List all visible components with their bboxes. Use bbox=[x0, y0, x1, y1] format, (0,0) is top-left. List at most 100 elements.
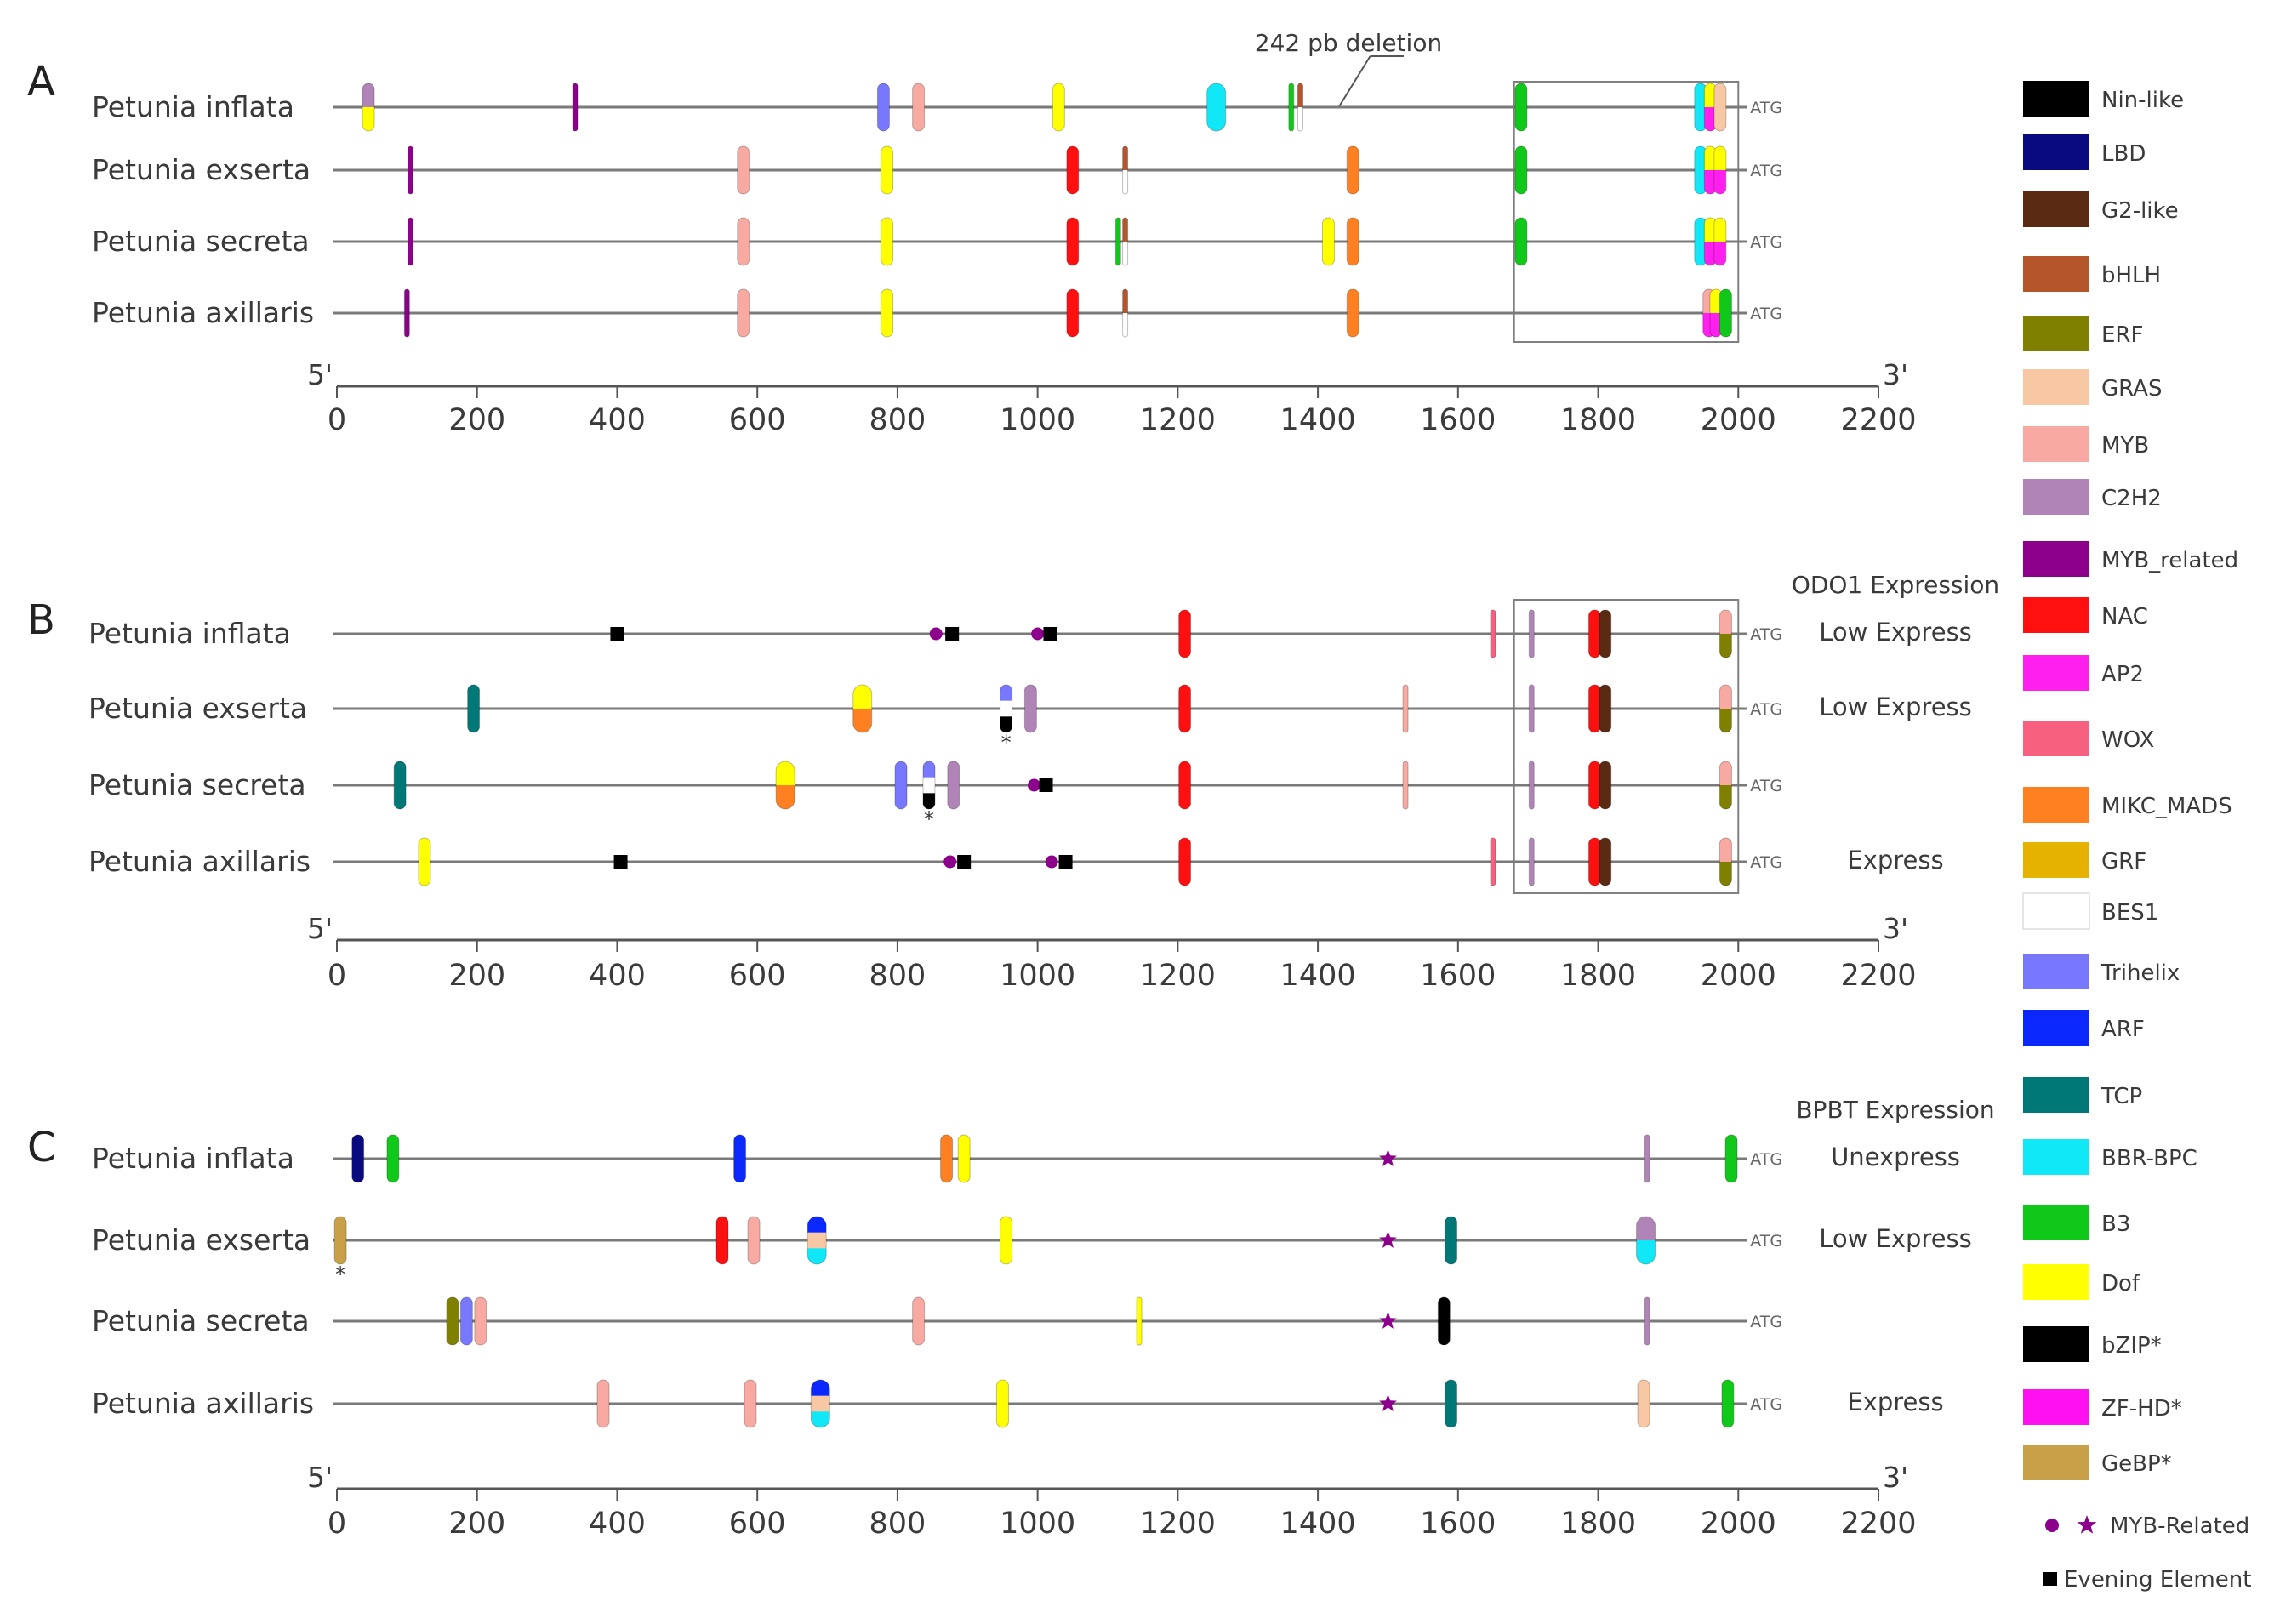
legend-label: GeBP* bbox=[2101, 1451, 2172, 1477]
site-outline bbox=[1719, 288, 1732, 338]
axis-tick-label: 400 bbox=[589, 403, 646, 437]
expression-title: ODO1 Expression bbox=[1792, 571, 1999, 599]
tfbs-myb-mark bbox=[912, 1297, 925, 1345]
tfbs-c2h2-mark bbox=[1644, 1297, 1650, 1345]
site-outline bbox=[333, 1216, 347, 1265]
site-outline bbox=[1402, 761, 1409, 810]
site-outline bbox=[1514, 83, 1528, 132]
tfbs-bes1-mark bbox=[1297, 107, 1303, 131]
axis-tick-label: 200 bbox=[448, 1507, 505, 1541]
track-name: Petunia exserta bbox=[88, 692, 307, 725]
legend-swatch bbox=[2023, 541, 2089, 577]
legend-item: Nin-like bbox=[2023, 81, 2184, 117]
track-name: Petunia secreta bbox=[92, 1304, 310, 1337]
tfbs-tcp-mark bbox=[467, 685, 480, 732]
axis-tick-label: 1000 bbox=[1000, 403, 1075, 437]
site-outline bbox=[737, 217, 750, 266]
track-name: Petunia inflata bbox=[92, 1142, 294, 1175]
track-name: Petunia exserta bbox=[92, 1223, 311, 1256]
tfbs-bbr-bpc-mark bbox=[811, 1411, 830, 1427]
panel-c: C BPBT Expression Petunia inflata ATG Unexpr… bbox=[27, 1096, 1995, 1541]
tfbs-mikc_mads-mark bbox=[1347, 289, 1359, 337]
legend-label: GRAS bbox=[2101, 376, 2162, 402]
legend-swatch bbox=[2023, 721, 2089, 756]
axis-tick-label: 2200 bbox=[1840, 1507, 1916, 1541]
site-outline bbox=[1637, 1379, 1650, 1428]
five-prime-label: 5' bbox=[307, 912, 333, 945]
tfbs-bbr-bpc-mark bbox=[1206, 83, 1226, 131]
three-prime-label: 3' bbox=[1883, 358, 1908, 391]
axis-tick-label: 1200 bbox=[1140, 403, 1216, 437]
site-outline bbox=[1000, 1216, 1013, 1265]
tfbs-c2h2-mark bbox=[947, 761, 960, 809]
tfbs-c2h2-mark bbox=[362, 83, 375, 108]
tfbs-bbr-bpc-mark bbox=[807, 1248, 827, 1264]
tfbs-dof-mark bbox=[852, 685, 872, 709]
tfbs-dof-mark bbox=[418, 838, 430, 886]
legend-label: B3 bbox=[2101, 1211, 2130, 1237]
legend-item: B3 bbox=[2023, 1205, 2130, 1240]
legend-swatch bbox=[2023, 842, 2089, 878]
tfbs-nac-mark bbox=[1178, 838, 1191, 886]
tfbs-c2h2-mark bbox=[1644, 1135, 1650, 1182]
tfbs-b3-mark bbox=[1514, 218, 1527, 265]
site-outline bbox=[881, 217, 894, 266]
tfbs-bes1-mark bbox=[1122, 313, 1128, 337]
axis-tick-label: 1000 bbox=[1000, 1507, 1075, 1541]
myb-related-dot-mark bbox=[1028, 778, 1041, 792]
site-outline bbox=[467, 684, 481, 733]
tfbs-arf-mark bbox=[811, 1380, 830, 1397]
legend-square-symbol bbox=[2043, 1572, 2057, 1586]
atg-label: ATG bbox=[1750, 1232, 1782, 1251]
legend-item: ZF-HD* bbox=[2023, 1389, 2182, 1425]
tfbs-nac-mark bbox=[1066, 146, 1079, 194]
axis-tick-label: 1800 bbox=[1560, 959, 1636, 993]
axis-tick-label: 1200 bbox=[1140, 959, 1216, 993]
legend-item: GRF bbox=[2023, 842, 2146, 878]
site-outline bbox=[940, 1134, 954, 1183]
site-outline bbox=[876, 83, 890, 132]
atg-label: ATG bbox=[1750, 305, 1782, 323]
tfbs-c2h2-mark bbox=[1529, 838, 1535, 886]
tfbs-mikc_mads-mark bbox=[852, 709, 872, 732]
legend-label: GRF bbox=[2101, 849, 2146, 875]
legend-swatch bbox=[2023, 191, 2089, 227]
legend-label: MIKC_MADS bbox=[2101, 794, 2232, 819]
site-outline bbox=[1114, 217, 1121, 266]
site-outline bbox=[1719, 609, 1732, 658]
expression-label: Low Express bbox=[1819, 618, 1972, 647]
tfbs-wox-mark bbox=[1491, 838, 1496, 886]
site-outline bbox=[1528, 609, 1535, 658]
site-outline bbox=[912, 1296, 926, 1346]
axis-tick-label: 0 bbox=[328, 403, 346, 437]
tfbs-bes1-mark bbox=[922, 777, 935, 794]
legend-label: bZIP* bbox=[2101, 1333, 2162, 1359]
legend-label: Evening Element bbox=[2064, 1567, 2251, 1593]
tfbs-erf-mark bbox=[1719, 785, 1732, 809]
tfbs-myb-mark bbox=[1403, 685, 1409, 732]
site-outline bbox=[1178, 761, 1192, 810]
site-outline bbox=[1599, 684, 1612, 733]
tfbs-c2h2-mark bbox=[1529, 610, 1535, 658]
tfbs-gras-mark bbox=[811, 1395, 830, 1412]
legend-item: bZIP* bbox=[2023, 1326, 2162, 1362]
legend-swatch bbox=[2023, 1010, 2089, 1046]
tfbs-bes1-mark bbox=[1000, 700, 1012, 717]
legend-item-evening-element: Evening Element bbox=[2043, 1567, 2251, 1593]
tfbs-dof-mark bbox=[881, 146, 893, 194]
position-axis: 0 200 400 600 800 1000 1200 1400 1600 1800 2000 220… bbox=[307, 912, 1917, 993]
evening-element-mark bbox=[1058, 855, 1073, 869]
track-row: Petunia inflata ATG bbox=[92, 83, 1782, 132]
expression-label: Low Express bbox=[1819, 1224, 1972, 1253]
tfbs-tcp-mark bbox=[1445, 1380, 1457, 1427]
expression-label: Express bbox=[1847, 846, 1943, 875]
tfbs-ap2-mark bbox=[1713, 242, 1726, 265]
myb-related-dot-mark bbox=[943, 855, 957, 869]
tfbs-dof-mark bbox=[776, 761, 795, 786]
tfbs-dof-mark bbox=[1713, 218, 1726, 242]
site-outline bbox=[351, 1134, 365, 1183]
site-outline bbox=[1599, 837, 1612, 886]
site-outline bbox=[446, 1296, 459, 1346]
